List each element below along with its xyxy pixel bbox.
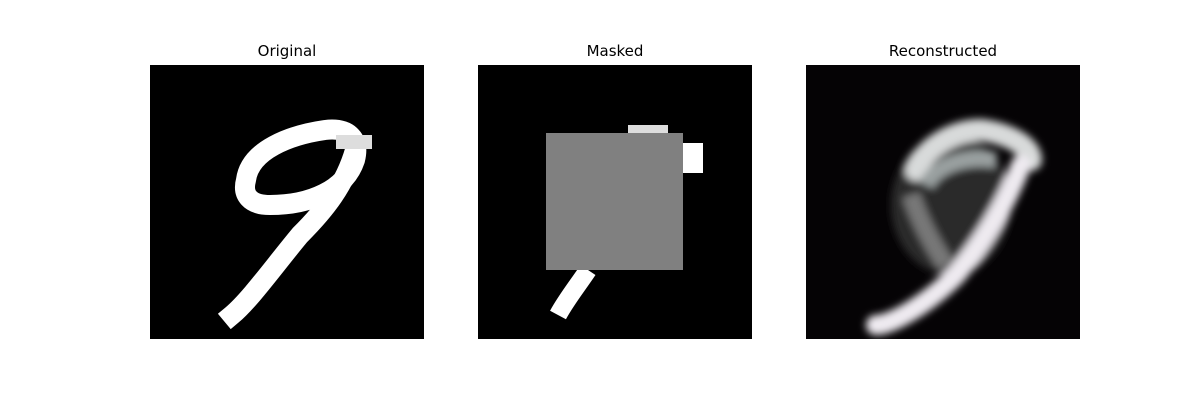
reconstructed-title: Reconstructed — [888, 42, 998, 60]
reconstructed-image — [806, 65, 1080, 339]
original-title: Original — [257, 42, 317, 60]
masked-image — [478, 65, 752, 339]
reconstructed-digit-drawing — [806, 65, 1080, 339]
original-digit-drawing — [150, 65, 424, 339]
original-image — [150, 65, 424, 339]
masked-digit-drawing — [478, 65, 752, 339]
mask-region — [546, 133, 683, 270]
masked-title: Masked — [586, 42, 644, 60]
